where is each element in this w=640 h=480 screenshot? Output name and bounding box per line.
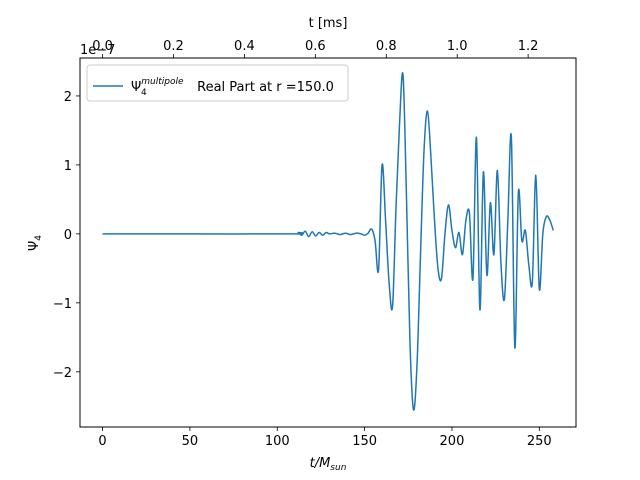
- x-axis-label-sub: sun: [330, 463, 346, 473]
- legend-label-rest: Real Part at r =150.0: [193, 80, 334, 95]
- x-axis-label-main: t/M: [310, 456, 331, 471]
- top-tick-label: 0.8: [376, 39, 397, 54]
- offset-text: 1e−7: [80, 43, 115, 58]
- plot-frame: [79, 57, 577, 428]
- x-axis-ticks: 0 50 100 150 200 250: [98, 427, 552, 449]
- y-axis-label-sub: 4: [34, 235, 44, 241]
- top-tick-label: 0.6: [305, 39, 326, 54]
- y-tick-label: −1: [53, 297, 72, 312]
- legend-label-sub: 4: [141, 88, 147, 98]
- x-tick-label: 100: [265, 434, 290, 449]
- y-tick-label: 1: [64, 159, 72, 174]
- series-line: [102, 72, 555, 411]
- x-tick-label: 50: [182, 434, 199, 449]
- top-tick-label: 0.2: [163, 39, 184, 54]
- legend-label-main: Ψ: [131, 80, 141, 95]
- top-tick-label: 0.4: [234, 39, 255, 54]
- y-axis-label: Ψ4: [27, 235, 44, 251]
- y-axis-ticks: −2 −1 0 1 2: [53, 90, 80, 381]
- legend-box: [86, 64, 349, 102]
- top-axis-ticks: 0.0 0.2 0.4 0.6 0.8 1.0 1.2: [92, 39, 538, 58]
- legend-label-sup: multipole: [141, 77, 184, 87]
- top-tick-label: 0.0: [92, 39, 113, 54]
- y-tick-label: 0: [64, 228, 72, 243]
- x-tick-label: 250: [527, 434, 552, 449]
- y-axis-label-main: Ψ: [27, 241, 42, 251]
- top-tick-label: 1.2: [518, 39, 539, 54]
- x-tick-label: 150: [352, 434, 377, 449]
- x-tick-label: 0: [98, 434, 106, 449]
- x-axis-label: t/Msun: [310, 456, 347, 473]
- x-tick-label: 200: [440, 434, 465, 449]
- legend: Ψmultipole 4 Real Part at r =150.0: [86, 64, 349, 102]
- y-tick-label: −2: [53, 366, 72, 381]
- y-tick-label: 2: [64, 90, 72, 105]
- top-tick-label: 1.0: [447, 39, 468, 54]
- top-axis-label: t [ms]: [309, 16, 348, 31]
- legend-label: Ψmultipole 4 Real Part at r =150.0: [131, 77, 334, 98]
